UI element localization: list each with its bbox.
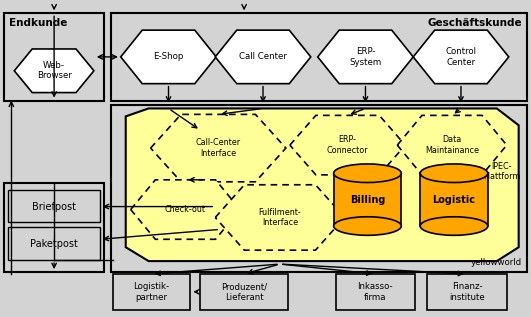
Polygon shape [131, 180, 240, 239]
Text: Call-Center
Interface: Call-Center Interface [196, 139, 241, 158]
Text: Logistic: Logistic [433, 195, 475, 205]
Text: Endkunde: Endkunde [10, 18, 68, 28]
Ellipse shape [420, 164, 488, 183]
Ellipse shape [333, 217, 401, 235]
Text: Billing: Billing [350, 195, 385, 205]
Bar [333, 173, 401, 226]
Text: yellowworld: yellowworld [470, 258, 521, 267]
Bar [420, 173, 488, 226]
Bar [8, 227, 100, 260]
Text: Briefpost: Briefpost [32, 202, 76, 211]
Bar [4, 13, 104, 100]
Text: IPEC-
Plattform: IPEC- Plattform [483, 162, 520, 181]
Polygon shape [151, 114, 286, 182]
Bar [111, 13, 527, 100]
Text: ERP-
System: ERP- System [349, 47, 382, 67]
Bar [111, 106, 527, 272]
Text: Logistik-
partner: Logistik- partner [133, 282, 170, 301]
Polygon shape [215, 185, 345, 250]
Polygon shape [290, 115, 405, 175]
Bar [8, 190, 100, 223]
Text: Inkasso-
firma: Inkasso- firma [357, 282, 393, 301]
Bar [4, 183, 104, 272]
Polygon shape [126, 108, 519, 261]
Ellipse shape [333, 164, 401, 183]
Polygon shape [397, 115, 507, 175]
Polygon shape [14, 49, 94, 93]
Text: Data
Maintainance: Data Maintainance [425, 135, 479, 155]
Text: Geschäftskunde: Geschäftskunde [427, 18, 521, 28]
Text: ERP-
Connector: ERP- Connector [327, 135, 369, 155]
Polygon shape [413, 30, 509, 84]
Text: E-Shop: E-Shop [153, 52, 184, 61]
Polygon shape [121, 30, 216, 84]
Bar [427, 274, 507, 310]
Text: Check-out: Check-out [165, 205, 206, 214]
Text: Web-
Browser: Web- Browser [37, 61, 72, 81]
Bar [336, 274, 415, 310]
Bar [113, 274, 191, 310]
Text: Call Center: Call Center [239, 52, 287, 61]
Text: Finanz-
institute: Finanz- institute [449, 282, 485, 301]
Text: Fulfilment-
Interface: Fulfilment- Interface [259, 208, 301, 227]
Polygon shape [215, 30, 311, 84]
Text: Produzent/
Lieferant: Produzent/ Lieferant [221, 282, 267, 301]
Text: Paketpost: Paketpost [30, 239, 78, 249]
Ellipse shape [420, 217, 488, 235]
Text: Control
Center: Control Center [446, 47, 476, 67]
Bar [200, 274, 288, 310]
Polygon shape [318, 30, 413, 84]
